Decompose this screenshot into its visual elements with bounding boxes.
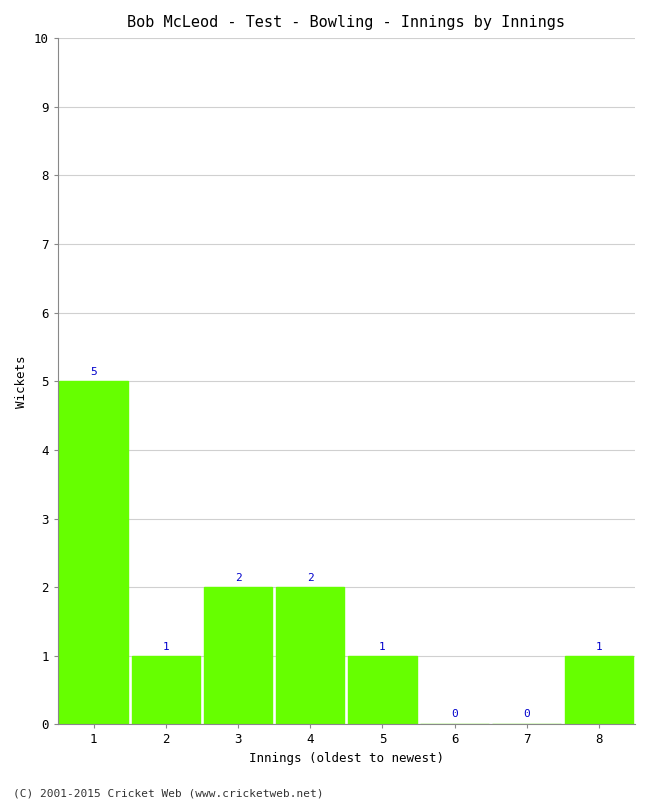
Text: 0: 0 [523, 709, 530, 719]
Title: Bob McLeod - Test - Bowling - Innings by Innings: Bob McLeod - Test - Bowling - Innings by… [127, 15, 566, 30]
Bar [276, 587, 344, 725]
X-axis label: Innings (oldest to newest): Innings (oldest to newest) [249, 752, 444, 765]
Text: 2: 2 [235, 573, 241, 583]
Text: (C) 2001-2015 Cricket Web (www.cricketweb.net): (C) 2001-2015 Cricket Web (www.cricketwe… [13, 788, 324, 798]
Text: 1: 1 [595, 642, 603, 652]
Bar [565, 656, 633, 725]
Text: 2: 2 [307, 573, 313, 583]
Text: 0: 0 [451, 709, 458, 719]
Text: 1: 1 [379, 642, 385, 652]
Text: 5: 5 [90, 367, 97, 377]
Bar [131, 656, 200, 725]
Y-axis label: Wickets: Wickets [15, 355, 28, 407]
Bar [203, 587, 272, 725]
Bar [59, 382, 128, 725]
Bar [348, 656, 417, 725]
Text: 1: 1 [162, 642, 169, 652]
